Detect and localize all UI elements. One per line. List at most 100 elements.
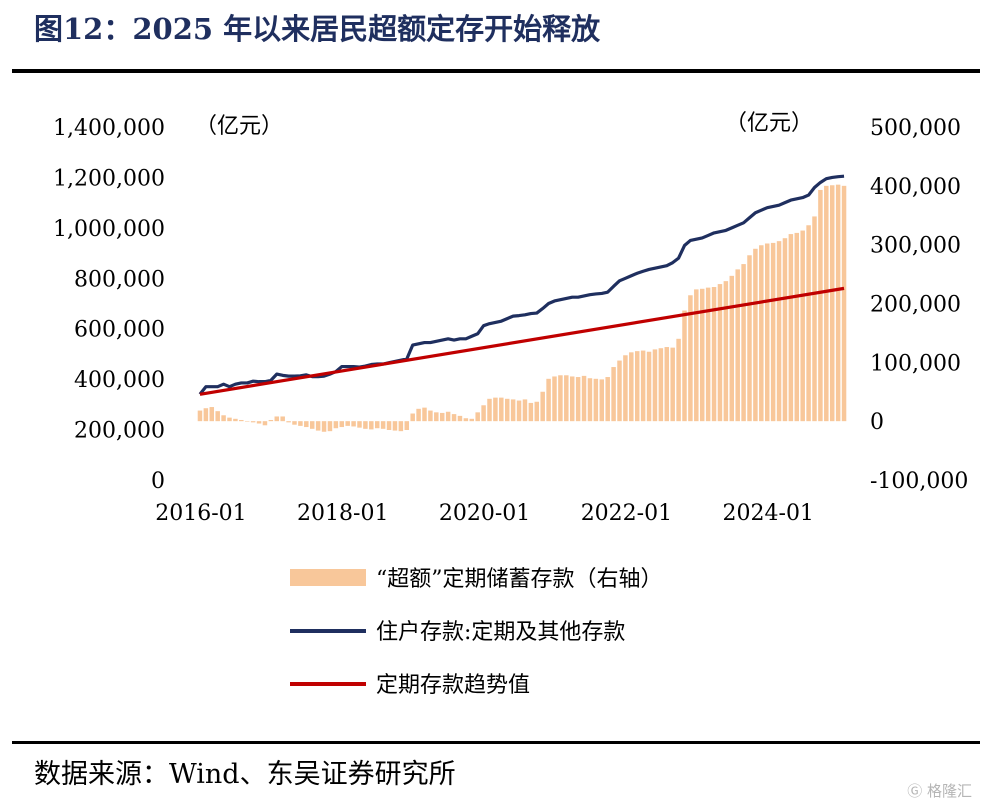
bar-excess-time-deposit	[203, 408, 209, 422]
bar-excess-time-deposit	[623, 355, 628, 422]
y-left-tick-label: 400,000	[74, 368, 165, 393]
y-right-tick-label: 100,000	[870, 351, 961, 376]
bar-excess-time-deposit	[345, 421, 350, 426]
source-note: 数据来源：Wind、东吴证券研究所	[34, 759, 456, 790]
bar-excess-time-deposit	[439, 412, 445, 422]
bar-excess-time-deposit	[321, 421, 327, 432]
bar-excess-time-deposit	[540, 391, 545, 422]
x-tick-label: 2018-01	[297, 501, 388, 526]
y-right-tick-label: 200,000	[870, 293, 961, 318]
bar-excess-time-deposit	[528, 402, 534, 422]
x-tick-label: 2016-01	[155, 501, 246, 526]
bar-excess-time-deposit	[717, 284, 723, 422]
watermark-g-icon: Ⓖ	[907, 782, 923, 800]
bar-excess-time-deposit	[764, 243, 770, 422]
bar-excess-time-deposit	[552, 376, 557, 422]
bar-excess-time-deposit	[309, 421, 315, 429]
bar-excess-time-deposit	[499, 397, 504, 422]
bars-layer	[197, 184, 847, 432]
bar-excess-time-deposit	[239, 419, 244, 422]
bar-excess-time-deposit	[209, 407, 215, 422]
bar-excess-time-deposit	[705, 287, 711, 422]
bar-excess-time-deposit	[753, 248, 758, 422]
bar-excess-time-deposit	[410, 413, 415, 422]
bar-excess-time-deposit	[227, 417, 232, 422]
bar-excess-time-deposit	[564, 375, 569, 422]
bar-excess-time-deposit	[256, 421, 262, 424]
y-right-tick-label: 400,000	[870, 175, 961, 200]
bar-excess-time-deposit	[434, 412, 439, 422]
legend-label: “超额”定期储蓄存款（右轴）	[376, 567, 663, 592]
bar-excess-time-deposit	[304, 421, 309, 428]
bar-excess-time-deposit	[463, 418, 469, 422]
y-left-tick-label: 200,000	[74, 419, 165, 444]
y-left-tick-label: 0	[151, 469, 165, 494]
bar-excess-time-deposit	[268, 419, 274, 422]
bar-excess-time-deposit	[759, 245, 764, 422]
bar-excess-time-deposit	[581, 375, 587, 422]
bar-excess-time-deposit	[593, 378, 599, 422]
bar-excess-time-deposit	[824, 185, 829, 422]
bar-excess-time-deposit	[534, 401, 540, 422]
bar-excess-time-deposit	[475, 412, 480, 422]
y-left-tick-label: 1,400,000	[53, 116, 165, 141]
bar-excess-time-deposit	[286, 421, 291, 423]
y-left-tick-label: 600,000	[74, 318, 165, 343]
bar-excess-time-deposit	[481, 405, 486, 422]
bar-excess-time-deposit	[806, 225, 811, 422]
bar-excess-time-deposit	[469, 418, 475, 422]
bar-excess-time-deposit	[197, 410, 203, 422]
bar-excess-time-deposit	[457, 415, 463, 422]
bar-excess-time-deposit	[611, 367, 616, 422]
bar-excess-time-deposit	[351, 421, 356, 427]
bar-excess-time-deposit	[723, 281, 729, 422]
bar-excess-time-deposit	[274, 416, 280, 422]
bar-excess-time-deposit	[634, 351, 640, 422]
bar-excess-time-deposit	[327, 421, 333, 432]
bar-excess-time-deposit	[788, 234, 794, 422]
bar-excess-time-deposit	[493, 397, 498, 422]
bar-excess-time-deposit	[617, 360, 622, 422]
bar-excess-time-deposit	[298, 421, 303, 426]
bar-excess-time-deposit	[546, 378, 551, 422]
bar-excess-time-deposit	[221, 415, 226, 422]
bar-excess-time-deposit	[522, 399, 528, 422]
bar-excess-time-deposit	[357, 421, 362, 428]
y-left-unit: （亿元）	[195, 114, 283, 139]
bar-excess-time-deposit	[250, 421, 256, 423]
chart: 0 200,000 400,000 600,000 800,000 1,000,000 1,…	[53, 111, 968, 698]
bar-excess-time-deposit	[233, 418, 238, 422]
bar-excess-time-deposit	[640, 350, 646, 422]
line-trend	[199, 286, 845, 396]
bar-excess-time-deposit	[428, 410, 433, 422]
bar-excess-time-deposit	[664, 347, 670, 422]
bar-excess-time-deposit	[416, 408, 421, 422]
bar-excess-time-deposit	[422, 407, 427, 422]
watermark: Ⓖ 格隆汇	[907, 780, 972, 801]
y-left-tick-label: 1,000,000	[53, 217, 165, 242]
bar-excess-time-deposit	[735, 269, 740, 422]
bar-excess-time-deposit	[835, 184, 841, 422]
title-rule	[12, 69, 980, 73]
y-right-tick-label: 0	[870, 410, 884, 435]
bar-excess-time-deposit	[688, 295, 693, 422]
chart-title: 图12：2025 年以来居民超额定存开始释放	[34, 12, 601, 46]
bar-excess-time-deposit	[380, 421, 386, 429]
bar-excess-time-deposit	[694, 289, 699, 422]
bar-excess-time-deposit	[333, 421, 339, 429]
watermark-text: 格隆汇	[926, 782, 972, 800]
bar-excess-time-deposit	[682, 310, 687, 422]
bar-excess-time-deposit	[770, 242, 776, 422]
bar-excess-time-deposit	[504, 398, 510, 422]
bar-excess-time-deposit	[829, 185, 835, 422]
bar-excess-time-deposit	[386, 421, 392, 430]
bar-excess-time-deposit	[244, 421, 250, 422]
bar-excess-time-deposit	[215, 411, 220, 422]
bar-excess-time-deposit	[794, 232, 800, 422]
bar-excess-time-deposit	[451, 414, 457, 422]
bar-excess-time-deposit	[658, 348, 664, 422]
y-left-tick-label: 1,200,000	[53, 166, 165, 191]
bar-excess-time-deposit	[398, 421, 404, 432]
bar-excess-time-deposit	[747, 255, 752, 422]
